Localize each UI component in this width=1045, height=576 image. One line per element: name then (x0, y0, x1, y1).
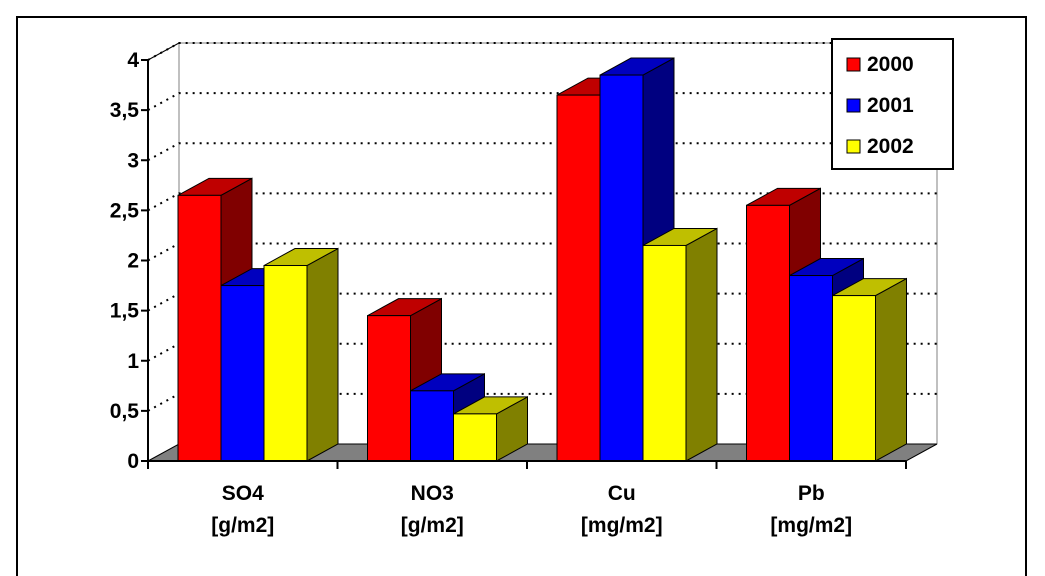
x-category-label: [g/m2] (401, 514, 464, 537)
bar-front (556, 94, 601, 462)
x-category-label: [mg/m2] (770, 514, 852, 537)
bar-front (453, 413, 497, 462)
y-tick-label: 2,5 (110, 199, 140, 222)
legend-swatch-2002 (846, 139, 861, 154)
y-tick-label: 4 (127, 49, 139, 72)
y-axis-top-edge (147, 42, 180, 61)
y-tick-label: 1 (127, 350, 139, 373)
bar-front (177, 194, 222, 462)
bar-2002-0 (263, 247, 339, 462)
bar-front (367, 315, 411, 462)
y-tick-label: 0 (127, 450, 139, 473)
bar-2002-1 (453, 396, 528, 462)
x-category-label: SO4 (222, 482, 264, 505)
bar-side (685, 227, 718, 462)
bar-front (220, 285, 265, 462)
bar-front (410, 390, 454, 462)
bar-front (789, 275, 833, 462)
chart-frame (16, 16, 1027, 576)
x-category-label: Cu (608, 482, 636, 505)
legend-label-2002: 2002 (867, 135, 914, 158)
legend-label-2000: 2000 (867, 53, 914, 76)
bars (177, 57, 907, 462)
legend: 2000 2001 2002 (831, 38, 954, 170)
bar-side (875, 277, 907, 462)
y-tick-label: 2 (127, 250, 139, 273)
x-category-label: NO3 (411, 482, 454, 505)
gridline (147, 192, 937, 212)
bar-front (746, 204, 790, 462)
x-category-label: [g/m2] (211, 514, 274, 537)
gridline (147, 42, 937, 61)
bar-2002-2 (642, 227, 718, 462)
x-axis-categories: SO4 [g/m2] NO3 [g/m2] Cu [mg/m2] Pb [mg/m2] (147, 461, 907, 537)
y-tick-label: 3,5 (110, 99, 140, 122)
bar-front (642, 244, 687, 462)
bar-front (599, 74, 644, 462)
x-category-label: Pb (798, 482, 825, 505)
bar-front (263, 265, 308, 462)
y-tick-label: 1,5 (110, 300, 140, 323)
gridline (147, 92, 937, 112)
bar-side (306, 247, 339, 462)
legend-label-2001: 2001 (867, 94, 914, 117)
x-category-label: [mg/m2] (581, 514, 663, 537)
y-axis-ticks: 0 0,5 1 1,5 2 2,5 3 3,5 4 (110, 49, 148, 473)
legend-swatch-2001 (846, 98, 861, 113)
legend-swatch-2000 (846, 57, 861, 72)
gridline (147, 142, 937, 162)
chart-area: 0 0,5 1 1,5 2 2,5 3 3,5 4 SO4 [g/m2] NO3 [g/m2] Cu [m… (110, 38, 954, 537)
y-tick-label: 3 (127, 149, 139, 172)
bar-front (832, 295, 876, 462)
bar-2002-3 (832, 277, 907, 462)
y-tick-label: 0,5 (110, 400, 140, 423)
